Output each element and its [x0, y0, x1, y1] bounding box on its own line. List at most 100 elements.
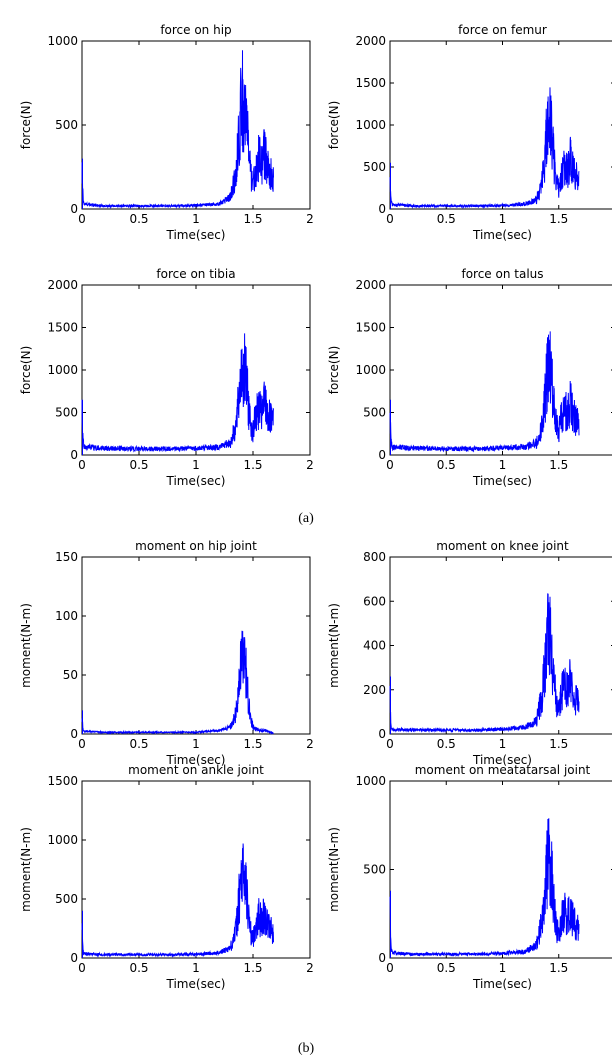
y-axis-label: moment(N-m) — [327, 827, 341, 912]
y-tick-label: 0 — [70, 448, 78, 462]
x-tick-label: 1 — [192, 212, 200, 226]
y-tick-label: 200 — [363, 683, 386, 697]
x-axis-label: Time(sec) — [166, 753, 226, 767]
axes-frame — [81, 556, 311, 735]
x-tick-label: 0.5 — [437, 212, 456, 226]
chart-panel-1: 0 0.5 1 1.5 2 0 500 1000 force on hip Time(sec) fo… — [19, 23, 314, 242]
axes-frame — [81, 780, 311, 959]
x-tick-label: 0 — [78, 737, 86, 751]
x-tick-label: 1.5 — [243, 212, 262, 226]
y-tick-label: 500 — [55, 892, 78, 906]
chart-title: moment on meatatarsal joint — [415, 763, 591, 777]
series-line — [389, 87, 580, 210]
x-tick-label: 0 — [386, 458, 394, 472]
x-tick-label: 1.5 — [549, 961, 568, 975]
y-tick-label: 1000 — [47, 34, 78, 48]
y-tick-label: 400 — [363, 639, 386, 653]
y-tick-label: 500 — [363, 863, 386, 877]
y-tick-label: 2000 — [355, 34, 386, 48]
x-axis-label: Time(sec) — [472, 228, 532, 242]
series-line — [81, 50, 274, 209]
x-tick-label: 2 — [306, 212, 314, 226]
chart-panel-8: 00.511.5205001000moment on meatatarsal j… — [327, 763, 612, 991]
chart-title: moment on knee joint — [436, 539, 569, 553]
chart-panel-7: 0 0.5 1 1.5 2 0 500 1000 1500 moment on ankle joi… — [19, 763, 314, 991]
y-axis-label: moment(N-m) — [19, 827, 33, 912]
x-axis-label: Time(sec) — [472, 977, 532, 991]
panel-label-b: (b) — [298, 1041, 315, 1056]
y-tick-label: 500 — [363, 406, 386, 420]
x-tick-label: 1.5 — [549, 212, 568, 226]
x-tick-label: 0.5 — [437, 961, 456, 975]
series-line — [389, 818, 580, 958]
y-tick-label: 1000 — [47, 833, 78, 847]
y-tick-label: 1000 — [355, 118, 386, 132]
x-axis-label: Time(sec) — [166, 977, 226, 991]
y-tick-label: 1500 — [355, 76, 386, 90]
x-tick-label: 1.5 — [243, 961, 262, 975]
panel-label-a: (a) — [298, 511, 314, 526]
y-tick-label: 0 — [378, 448, 386, 462]
y-tick-label: 600 — [363, 594, 386, 608]
y-tick-label: 500 — [363, 160, 386, 174]
chart-panel-6: 00.511.520200400600800moment on knee joi… — [327, 539, 612, 767]
y-axis-label: moment(N-m) — [327, 603, 341, 688]
y-axis-label: moment(N-m) — [19, 603, 33, 688]
y-tick-label: 500 — [55, 118, 78, 132]
y-tick-label: 1000 — [355, 774, 386, 788]
y-tick-label: 1500 — [355, 321, 386, 335]
y-tick-label: 0 — [378, 202, 386, 216]
y-tick-label: 0 — [70, 202, 78, 216]
chart-title: moment on ankle joint — [128, 763, 264, 777]
y-axis-label: force(N) — [327, 101, 341, 150]
y-tick-label: 1500 — [47, 321, 78, 335]
x-axis-label: Time(sec) — [166, 228, 226, 242]
x-tick-label: 0 — [386, 737, 394, 751]
x-tick-label: 1.5 — [243, 737, 262, 751]
chart-title: force on hip — [160, 23, 231, 37]
y-tick-label: 800 — [363, 550, 386, 564]
x-axis-label: Time(sec) — [166, 474, 226, 488]
chart-panel-5: 0 0.5 1 1.5 2 0 50 100 150 moment on hip joint Tim… — [19, 539, 314, 767]
series-line — [81, 333, 274, 453]
x-tick-label: 0 — [78, 212, 86, 226]
x-tick-label: 1 — [499, 212, 507, 226]
chart-title: moment on hip joint — [135, 539, 257, 553]
y-tick-label: 150 — [55, 550, 78, 564]
y-tick-label: 0 — [70, 951, 78, 965]
axes-frame — [81, 40, 311, 210]
x-tick-label: 1.5 — [549, 737, 568, 751]
series-line — [389, 331, 580, 453]
y-tick-label: 100 — [55, 609, 78, 623]
x-axis-label: Time(sec) — [472, 474, 532, 488]
y-tick-label: 0 — [70, 727, 78, 741]
x-tick-label: 0 — [78, 458, 86, 472]
x-tick-label: 1.5 — [549, 458, 568, 472]
x-tick-label: 2 — [306, 961, 314, 975]
x-tick-label: 0.5 — [437, 737, 456, 751]
x-tick-label: 0 — [386, 961, 394, 975]
chart-title: force on femur — [458, 23, 547, 37]
x-tick-label: 0.5 — [437, 458, 456, 472]
axes-frame — [81, 284, 311, 456]
x-tick-label: 0.5 — [129, 458, 148, 472]
y-axis-label: force(N) — [327, 346, 341, 395]
x-axis-label: Time(sec) — [472, 753, 532, 767]
x-tick-label: 0 — [78, 961, 86, 975]
y-tick-label: 0 — [378, 727, 386, 741]
y-tick-label: 50 — [63, 668, 78, 682]
y-axis-label: force(N) — [19, 346, 33, 395]
x-tick-label: 1.5 — [243, 458, 262, 472]
x-tick-label: 2 — [306, 737, 314, 751]
chart-title: force on talus — [461, 267, 543, 281]
chart-title: force on tibia — [156, 267, 235, 281]
chart-panel-3: 0 0.5 1 1.5 2 0 500 1000 1500 2000 force on tibia T… — [19, 267, 314, 488]
x-tick-label: 1 — [192, 458, 200, 472]
y-axis-label: force(N) — [19, 101, 33, 150]
x-tick-label: 1 — [192, 961, 200, 975]
x-tick-label: 0 — [386, 212, 394, 226]
